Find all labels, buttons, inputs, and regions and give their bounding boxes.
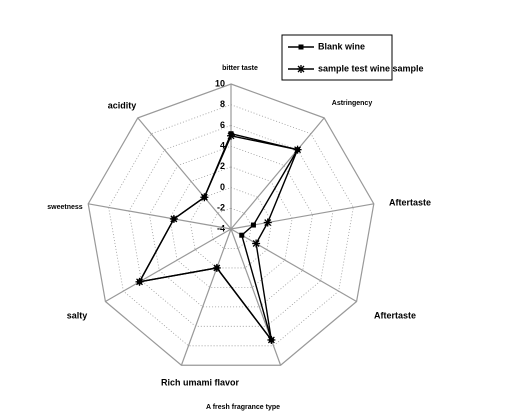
star-stroke	[170, 215, 178, 223]
star-stroke	[200, 193, 208, 201]
data-point	[297, 65, 305, 73]
star-stroke	[294, 146, 302, 154]
axis-spoke	[88, 203, 232, 230]
category-label: acidity	[108, 100, 137, 110]
star-stroke	[136, 278, 143, 286]
category-label: Astringency	[332, 100, 373, 107]
axis-spoke	[230, 228, 282, 366]
data-point	[293, 145, 302, 154]
r-tick-label: 8	[220, 99, 225, 109]
grid-ring	[128, 125, 334, 327]
category-label: Rich umami flavor	[161, 377, 240, 387]
axis-spoke	[230, 117, 325, 230]
star-stroke	[227, 132, 235, 140]
category-label: A fresh fragrance type	[206, 404, 280, 411]
data-point	[239, 232, 245, 238]
r-tick-label: 0	[220, 182, 225, 192]
category-label: sweetness	[47, 204, 83, 211]
data-point	[298, 44, 304, 50]
series-line	[138, 134, 299, 341]
data-point	[267, 335, 276, 344]
data-point	[212, 263, 221, 272]
category-label: salty	[67, 310, 88, 320]
legend-box	[281, 34, 393, 81]
r-tick-label: -4	[217, 223, 225, 233]
r-tick-label: 2	[220, 161, 225, 171]
category-label: bitter taste	[222, 65, 258, 72]
axis-spoke	[180, 228, 232, 366]
star-stroke	[297, 65, 305, 73]
r-tick-label: 10	[215, 78, 225, 88]
r-tick-label: 4	[220, 141, 225, 151]
grid-ring	[169, 166, 293, 288]
star-stroke	[252, 240, 260, 247]
r-tick-label: 6	[220, 120, 225, 130]
data-point	[263, 218, 272, 227]
star-stroke	[264, 219, 272, 226]
axis-spoke	[230, 228, 357, 303]
category-label: Aftertaste	[374, 310, 416, 320]
category-label: Aftertaste	[389, 197, 431, 207]
grid-ring	[87, 83, 375, 366]
data-point	[169, 214, 178, 223]
grid-ring	[148, 145, 314, 308]
legend-label: sample test wine sample	[318, 63, 424, 73]
axis-spoke	[137, 117, 232, 230]
grid-ring	[189, 187, 273, 269]
data-point	[200, 193, 209, 202]
axis-spoke	[105, 228, 232, 303]
star-stroke	[267, 336, 275, 344]
data-point	[227, 131, 235, 140]
star-stroke	[213, 264, 221, 272]
legend-label: Blank wine	[318, 41, 365, 51]
grid-ring	[210, 207, 252, 249]
data-point	[135, 277, 144, 286]
data-point	[250, 222, 256, 228]
r-tick-label: -2	[217, 203, 225, 213]
data-point	[252, 239, 261, 248]
